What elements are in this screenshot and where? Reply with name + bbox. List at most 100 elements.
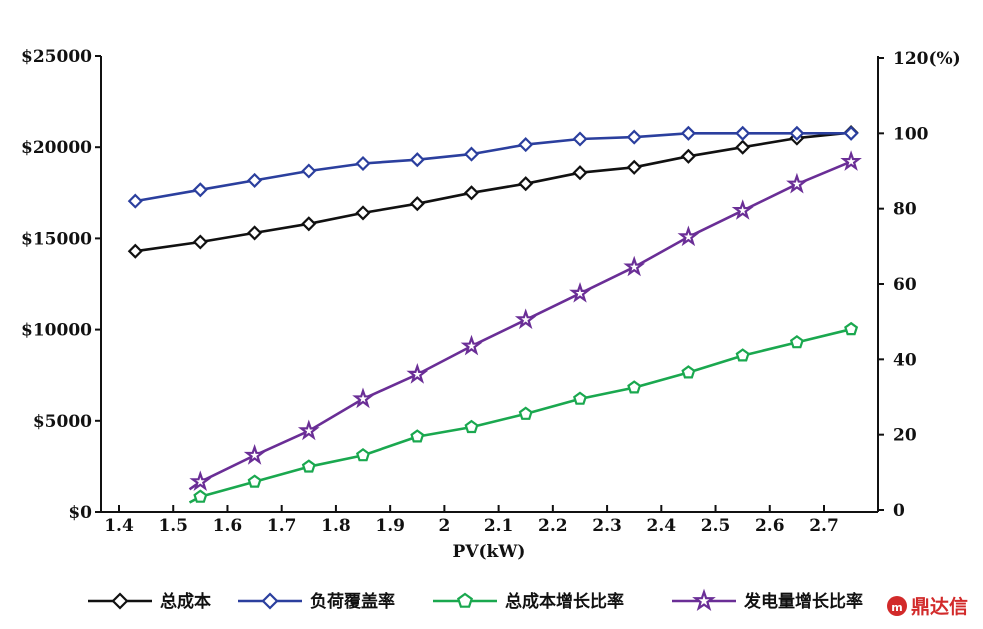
data-point: [243, 444, 266, 465]
legend-label: 负荷覆盖率: [310, 591, 395, 612]
watermark-text: 鼎达信: [911, 595, 968, 618]
data-point: [786, 172, 808, 194]
series-4: [188, 150, 862, 492]
data-point: [410, 429, 425, 443]
data-point: [297, 419, 320, 441]
data-point: [735, 139, 751, 155]
series-3: [188, 321, 859, 504]
x-tick-label: 1.4: [104, 516, 134, 536]
x-tick-label: 1.8: [321, 516, 351, 536]
legend-label: 总成本: [160, 591, 211, 612]
legend-marker-icon: [692, 588, 716, 612]
data-point: [518, 137, 534, 153]
right-y-tick-label: 0: [893, 501, 905, 521]
data-point: [463, 185, 480, 201]
x-tick-label: 2.6: [755, 516, 785, 536]
series-1: [127, 125, 859, 259]
data-point: [573, 391, 587, 405]
data-point: [192, 182, 208, 198]
series-line: [188, 327, 852, 504]
data-point: [627, 380, 642, 394]
series-layer: [127, 125, 862, 504]
axes: [100, 56, 879, 513]
right-y-tick-label: 60: [893, 275, 917, 295]
left-y-tick-label: $15000: [21, 229, 92, 249]
data-point: [355, 205, 371, 221]
x-tick-label: 2.4: [647, 516, 677, 536]
data-point: [789, 125, 805, 141]
legend-marker-icon: [457, 592, 473, 608]
data-point: [840, 150, 862, 171]
legend: 总成本 负荷覆盖率 总成本增长比率 发电量增长比率: [88, 588, 863, 612]
data-point: [301, 459, 316, 473]
legend-item: 负荷覆盖率: [238, 591, 395, 612]
data-point: [463, 146, 480, 162]
legend-marker-icon: [111, 592, 129, 610]
data-point: [127, 243, 143, 259]
legend-item: 发电量增长比率: [672, 588, 863, 612]
right-y-tick-label: 20: [893, 426, 917, 446]
data-point: [355, 155, 371, 172]
left-y-tick-label: $20000: [21, 138, 92, 158]
data-point: [189, 470, 212, 492]
data-point: [843, 125, 859, 141]
legend-label: 总成本增长比率: [505, 591, 624, 612]
legend-item: 总成本增长比率: [433, 591, 624, 612]
data-point: [409, 152, 425, 168]
x-tick-label: 1.6: [213, 516, 243, 536]
data-point: [464, 419, 479, 434]
left-y-tick-label: $5000: [33, 412, 92, 432]
x-tick-label: 2.1: [484, 516, 514, 536]
data-point: [572, 165, 588, 181]
data-point: [735, 125, 751, 141]
data-point: [626, 129, 642, 145]
data-point: [356, 448, 370, 462]
series-line: [135, 132, 852, 203]
series-line: [188, 160, 852, 491]
data-point: [572, 131, 588, 147]
data-point: [406, 362, 429, 384]
x-tick-label: 2.7: [809, 516, 839, 536]
data-point: [301, 216, 317, 232]
data-point: [301, 163, 317, 179]
data-point: [247, 172, 263, 188]
data-point: [518, 406, 533, 420]
data-point: [789, 335, 804, 349]
data-point: [127, 193, 143, 209]
data-point: [626, 159, 642, 175]
data-point: [844, 321, 859, 336]
data-point: [514, 308, 537, 330]
x-tick-label: 2.5: [701, 516, 731, 536]
left-y-tick-label: $10000: [21, 321, 92, 341]
x-tick-label: 1.9: [375, 516, 405, 536]
data-point: [247, 225, 263, 241]
data-point: [247, 474, 262, 488]
data-point: [680, 148, 696, 164]
x-tick-label: 1.5: [158, 516, 188, 536]
right-y-tick-label: 80: [893, 200, 917, 220]
watermark-logo-icon: [887, 596, 907, 616]
tick-layer: 1.4 1.5 1.6 1.7 1.8 1.9 2 2.1 2.2 2.3 2.4 2.5 2.6 2.7…: [21, 47, 961, 536]
data-point: [518, 176, 534, 192]
data-point: [352, 387, 374, 409]
data-point: [680, 125, 696, 141]
x-axis-title: PV(kW): [453, 542, 526, 562]
series-line: [135, 131, 852, 253]
data-point: [193, 489, 208, 503]
x-tick-label: 2.2: [538, 516, 568, 536]
data-point: [677, 225, 700, 247]
left-y-tick-label: $25000: [21, 47, 92, 67]
data-point: [735, 348, 750, 362]
right-y-tick-label: 40: [893, 350, 917, 370]
x-tick-label: 2.3: [592, 516, 622, 536]
data-point: [409, 196, 425, 212]
right-y-tick-label: 120(%): [893, 49, 961, 69]
x-tick-label: 1.7: [267, 516, 297, 536]
watermark: m 鼎达信: [887, 595, 968, 618]
series-2: [127, 125, 859, 209]
data-point: [569, 281, 591, 303]
data-point: [681, 365, 696, 379]
legend-label: 发电量增长比率: [743, 591, 863, 612]
left-y-tick-label: $0: [68, 503, 92, 523]
